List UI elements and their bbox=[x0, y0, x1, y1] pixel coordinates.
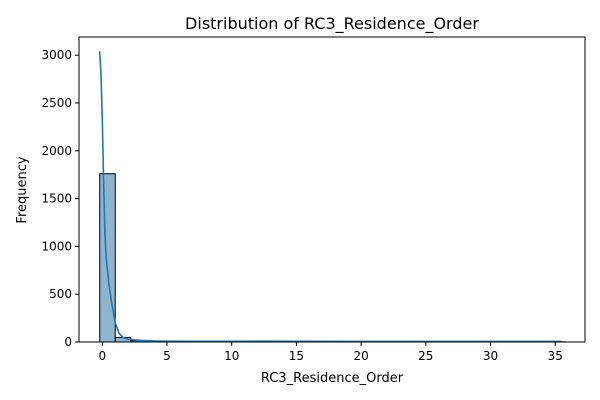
y-tick-label: 3000 bbox=[41, 48, 72, 62]
x-axis-label: RC3_Residence_Order bbox=[261, 371, 404, 386]
kde-line bbox=[98, 51, 562, 343]
x-tick-label: 25 bbox=[418, 349, 433, 363]
bars-group bbox=[99, 173, 567, 343]
x-tick-label: 0 bbox=[98, 349, 106, 363]
y-tick-label: 2500 bbox=[41, 96, 72, 110]
x-tick-label: 10 bbox=[224, 349, 239, 363]
y-tick-label: 1000 bbox=[41, 239, 72, 253]
y-tick-label: 2000 bbox=[41, 144, 72, 158]
x-tick-label: 35 bbox=[548, 349, 563, 363]
x-tick-label: 5 bbox=[163, 349, 171, 363]
chart-title: Distribution of RC3_Residence_Order bbox=[185, 14, 479, 34]
x-tick-label: 30 bbox=[483, 349, 498, 363]
y-ticks-group: 0 500 1000 1500 2000 2500 3000 bbox=[41, 48, 79, 349]
y-tick-label: 1500 bbox=[41, 192, 72, 206]
y-tick-label: 0 bbox=[64, 335, 72, 349]
y-tick-label: 500 bbox=[49, 287, 72, 301]
histogram-bar bbox=[99, 173, 116, 343]
x-tick-label: 20 bbox=[353, 349, 368, 363]
x-tick-label: 15 bbox=[289, 349, 304, 363]
y-axis-label: Frequency bbox=[15, 156, 30, 223]
plot-frame bbox=[78, 36, 586, 343]
x-ticks-group: 0 5 10 15 20 25 30 35 bbox=[98, 342, 563, 363]
